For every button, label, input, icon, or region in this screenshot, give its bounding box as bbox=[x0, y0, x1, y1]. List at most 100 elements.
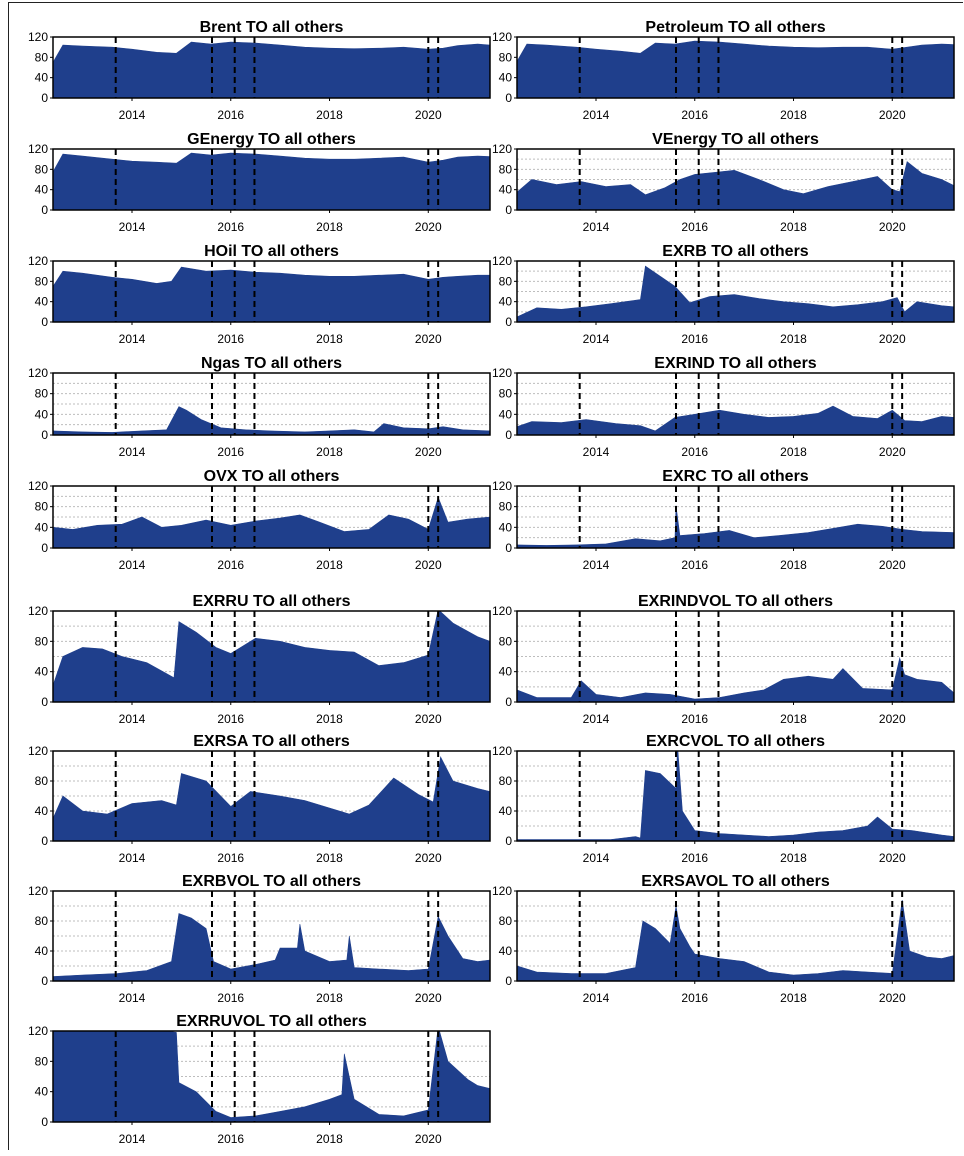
x-tick-label: 2018 bbox=[780, 445, 807, 459]
y-tick-label: 120 bbox=[492, 366, 512, 380]
x-tick-label: 2020 bbox=[879, 332, 906, 346]
panel-1: 0 40 80 120 2014 2016 2018 2020 Brent TO all oth… bbox=[28, 19, 491, 122]
panel-12: 0 40 80 120 2014 2016 2018 2020 EXRINDVOL TO all… bbox=[492, 593, 955, 726]
x-tick-label: 2020 bbox=[415, 108, 442, 122]
y-tick-label: 80 bbox=[35, 500, 49, 514]
x-tick-label: 2014 bbox=[119, 991, 146, 1005]
x-tick-label: 2018 bbox=[316, 1132, 343, 1146]
panel-8: 0 40 80 120 2014 2016 2018 2020 EXRIND TO all ot… bbox=[492, 355, 955, 459]
x-tick-label: 2020 bbox=[415, 558, 442, 572]
y-tick-label: 120 bbox=[28, 884, 48, 898]
x-tick-label: 2020 bbox=[879, 108, 906, 122]
y-tick-label: 80 bbox=[35, 774, 49, 788]
y-tick-label: 0 bbox=[41, 1115, 48, 1129]
y-tick-label: 0 bbox=[41, 695, 48, 709]
y-tick-label: 40 bbox=[35, 295, 49, 309]
x-tick-label: 2018 bbox=[316, 558, 343, 572]
series-area bbox=[53, 1031, 490, 1122]
x-tick-label: 2018 bbox=[316, 851, 343, 865]
x-tick-label: 2020 bbox=[879, 220, 906, 234]
panel-9: 0 40 80 120 2014 2016 2018 2020 OVX TO all other… bbox=[28, 468, 491, 572]
series-area bbox=[517, 899, 954, 981]
y-tick-label: 40 bbox=[35, 1085, 49, 1099]
x-tick-label: 2016 bbox=[217, 220, 244, 234]
panel-title: EXRINDVOL TO all others bbox=[638, 593, 833, 610]
x-tick-label: 2014 bbox=[119, 558, 146, 572]
y-tick-label: 80 bbox=[499, 500, 513, 514]
y-tick-label: 40 bbox=[499, 665, 513, 679]
y-tick-label: 120 bbox=[28, 30, 48, 44]
x-tick-label: 2016 bbox=[681, 445, 708, 459]
x-tick-label: 2016 bbox=[681, 712, 708, 726]
x-tick-label: 2016 bbox=[217, 445, 244, 459]
y-tick-label: 120 bbox=[492, 604, 512, 618]
x-tick-label: 2018 bbox=[780, 220, 807, 234]
x-tick-label: 2020 bbox=[879, 851, 906, 865]
x-tick-label: 2014 bbox=[119, 851, 146, 865]
panel-title: EXRSA TO all others bbox=[193, 733, 350, 750]
series-area bbox=[53, 406, 490, 435]
panel-title: OVX TO all others bbox=[204, 468, 340, 485]
y-tick-label: 0 bbox=[41, 203, 48, 217]
plot-frame bbox=[52, 1030, 491, 1123]
panel-title: EXRCVOL TO all others bbox=[646, 733, 825, 750]
x-tick-label: 2020 bbox=[415, 445, 442, 459]
y-tick-label: 120 bbox=[28, 1024, 48, 1038]
y-tick-label: 120 bbox=[28, 744, 48, 758]
y-tick-label: 0 bbox=[505, 974, 512, 988]
series-area bbox=[517, 751, 954, 841]
y-tick-label: 40 bbox=[35, 665, 49, 679]
x-tick-label: 2014 bbox=[583, 220, 610, 234]
x-tick-label: 2020 bbox=[415, 712, 442, 726]
y-tick-label: 80 bbox=[499, 162, 513, 176]
y-tick-label: 80 bbox=[499, 774, 513, 788]
y-tick-label: 0 bbox=[505, 91, 512, 105]
plot-frame bbox=[52, 372, 491, 436]
y-tick-label: 120 bbox=[492, 744, 512, 758]
x-tick-label: 2020 bbox=[879, 712, 906, 726]
x-tick-label: 2014 bbox=[583, 712, 610, 726]
x-tick-label: 2014 bbox=[583, 332, 610, 346]
panel-title: EXRRUVOL TO all others bbox=[176, 1013, 367, 1030]
x-tick-label: 2020 bbox=[415, 332, 442, 346]
plot-frame bbox=[52, 260, 491, 323]
x-tick-label: 2020 bbox=[879, 558, 906, 572]
plot-frame bbox=[516, 36, 955, 99]
x-tick-label: 2016 bbox=[217, 712, 244, 726]
series-area bbox=[53, 913, 490, 981]
series-area bbox=[53, 266, 490, 322]
y-tick-label: 0 bbox=[505, 541, 512, 555]
panel-6: 0 40 80 120 2014 2016 2018 2020 EXRB TO all othe… bbox=[492, 243, 955, 346]
panel-title: EXRIND TO all others bbox=[654, 355, 817, 372]
x-tick-label: 2014 bbox=[583, 851, 610, 865]
panel-title: EXRB TO all others bbox=[662, 243, 809, 260]
x-tick-label: 2018 bbox=[780, 108, 807, 122]
panel-15: 0 40 80 120 2014 2016 2018 2020 EXRBVOL TO all o… bbox=[28, 873, 491, 1005]
y-tick-label: 0 bbox=[41, 834, 48, 848]
x-tick-label: 2016 bbox=[681, 220, 708, 234]
y-tick-label: 80 bbox=[35, 1054, 49, 1068]
x-tick-label: 2020 bbox=[415, 851, 442, 865]
x-tick-label: 2016 bbox=[217, 108, 244, 122]
panel-17: 0 40 80 120 2014 2016 2018 2020 EXRRUVOL TO all … bbox=[28, 1013, 491, 1146]
panel-3: 0 40 80 120 2014 2016 2018 2020 GEnergy TO all o… bbox=[28, 131, 491, 234]
x-tick-label: 2018 bbox=[316, 991, 343, 1005]
y-tick-label: 80 bbox=[35, 274, 49, 288]
x-tick-label: 2018 bbox=[780, 558, 807, 572]
y-tick-label: 80 bbox=[499, 914, 513, 928]
series-area bbox=[517, 405, 954, 435]
y-tick-label: 80 bbox=[499, 274, 513, 288]
y-tick-label: 0 bbox=[41, 315, 48, 329]
x-tick-label: 2016 bbox=[681, 558, 708, 572]
plot-frame bbox=[516, 372, 955, 436]
y-tick-label: 120 bbox=[28, 254, 48, 268]
plot-frame bbox=[516, 260, 955, 323]
panel-title: EXRBVOL TO all others bbox=[182, 873, 361, 890]
y-tick-label: 80 bbox=[35, 914, 49, 928]
y-tick-label: 0 bbox=[505, 203, 512, 217]
series-area bbox=[53, 152, 490, 210]
y-tick-label: 40 bbox=[499, 944, 513, 958]
panel-2: 0 40 80 120 2014 2016 2018 2020 Petroleum TO all… bbox=[492, 19, 955, 122]
y-tick-label: 0 bbox=[41, 974, 48, 988]
y-tick-label: 40 bbox=[35, 944, 49, 958]
